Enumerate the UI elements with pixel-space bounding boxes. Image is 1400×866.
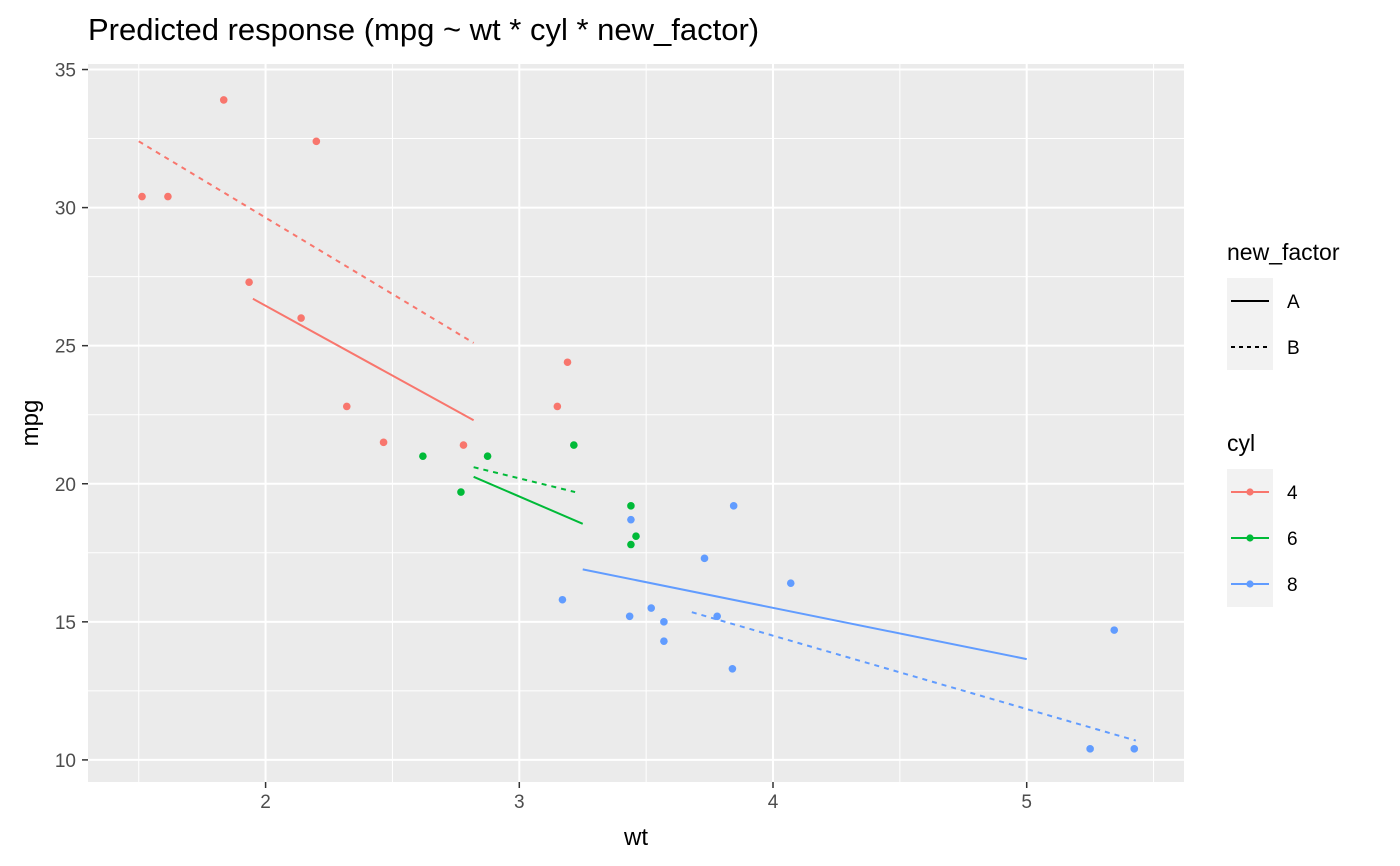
y-tick-label: 30 — [55, 199, 76, 220]
legend-label-b: B — [1287, 338, 1300, 359]
x-axis-title: wt — [623, 824, 648, 851]
data-point-cyl-6 — [457, 488, 465, 496]
data-point-cyl-8 — [729, 502, 738, 510]
y-axis: 10 15 20 25 30 35 — [55, 61, 88, 772]
legend-label-a: A — [1287, 292, 1300, 313]
y-tick-label: 35 — [55, 61, 76, 82]
fit-line-cyl-6-b — [473, 466, 576, 494]
plot-panel — [88, 64, 1184, 782]
data-point-cyl-4 — [297, 314, 305, 322]
x-tick-label: 2 — [260, 792, 271, 813]
legend-key-point-8 — [1246, 580, 1254, 588]
x-axis: 2 3 4 5 — [260, 782, 1032, 813]
legend-label-6: 6 — [1287, 529, 1298, 550]
data-point-cyl-4 — [164, 192, 172, 201]
data-point-cyl-8 — [625, 612, 634, 621]
y-tick-label: 10 — [55, 751, 76, 772]
data-point-cyl-8 — [728, 664, 737, 673]
fit-line-cyl-4-a — [252, 297, 475, 422]
data-point-cyl-8 — [660, 637, 668, 645]
data-point-cyl-8 — [1086, 745, 1094, 753]
y-tick-label: 20 — [55, 475, 76, 496]
data-point-cyl-8 — [1110, 626, 1119, 634]
data-point-cyl-8 — [660, 618, 668, 626]
minor-gridlines — [88, 64, 1184, 782]
x-tick-label: 4 — [768, 792, 779, 813]
legend-title-new-factor: new_factor — [1227, 239, 1340, 265]
fit-line-cyl-8-a — [582, 568, 1027, 661]
major-gridlines — [88, 64, 1184, 782]
legend-title-cyl: cyl — [1227, 430, 1255, 456]
data-point-cyl-8 — [647, 604, 656, 612]
legend-key-background — [1227, 278, 1273, 370]
fit-lines — [138, 140, 1137, 742]
legend-cyl: cyl 4 6 8 — [1227, 430, 1298, 607]
data-point-cyl-4 — [138, 192, 146, 201]
data-point-cyl-8 — [1130, 745, 1139, 753]
data-point-cyl-4 — [459, 441, 468, 449]
legend-key-point-6 — [1246, 534, 1254, 542]
data-point-cyl-4 — [553, 402, 562, 411]
fit-line-cyl-6-a — [473, 475, 584, 525]
data-point-cyl-8 — [713, 612, 721, 621]
data-point-cyl-4 — [245, 278, 253, 286]
data-point-cyl-4 — [563, 358, 572, 367]
data-point-cyl-4 — [219, 96, 228, 104]
legend-key-point-4 — [1246, 488, 1254, 496]
data-point-cyl-6 — [570, 441, 578, 449]
data-point-cyl-6 — [632, 532, 640, 541]
legend-new-factor: new_factor A B — [1227, 239, 1340, 370]
legend-label-8: 8 — [1287, 575, 1298, 596]
data-point-cyl-8 — [786, 579, 795, 587]
fit-line-cyl-8-b — [691, 611, 1137, 742]
data-point-cyl-4 — [379, 438, 388, 447]
data-point-cyl-6 — [627, 540, 635, 549]
data-point-cyl-8 — [700, 554, 709, 563]
y-tick-label: 25 — [55, 337, 76, 358]
y-axis-title: mpg — [17, 400, 44, 447]
data-point-cyl-6 — [419, 452, 427, 460]
x-tick-label: 3 — [514, 792, 525, 813]
data-point-cyl-6 — [483, 452, 492, 460]
data-point-cyl-4 — [312, 137, 321, 146]
chart-title: Predicted response (mpg ~ wt * cyl * new… — [88, 12, 759, 47]
x-tick-label: 5 — [1021, 792, 1032, 813]
data-point-cyl-8 — [558, 595, 567, 604]
y-tick-label: 15 — [55, 613, 76, 634]
data-point-cyl-6 — [627, 502, 635, 510]
data-points — [138, 96, 1139, 753]
legend-label-4: 4 — [1287, 483, 1298, 504]
data-point-cyl-8 — [627, 515, 635, 524]
data-point-cyl-4 — [342, 402, 351, 411]
